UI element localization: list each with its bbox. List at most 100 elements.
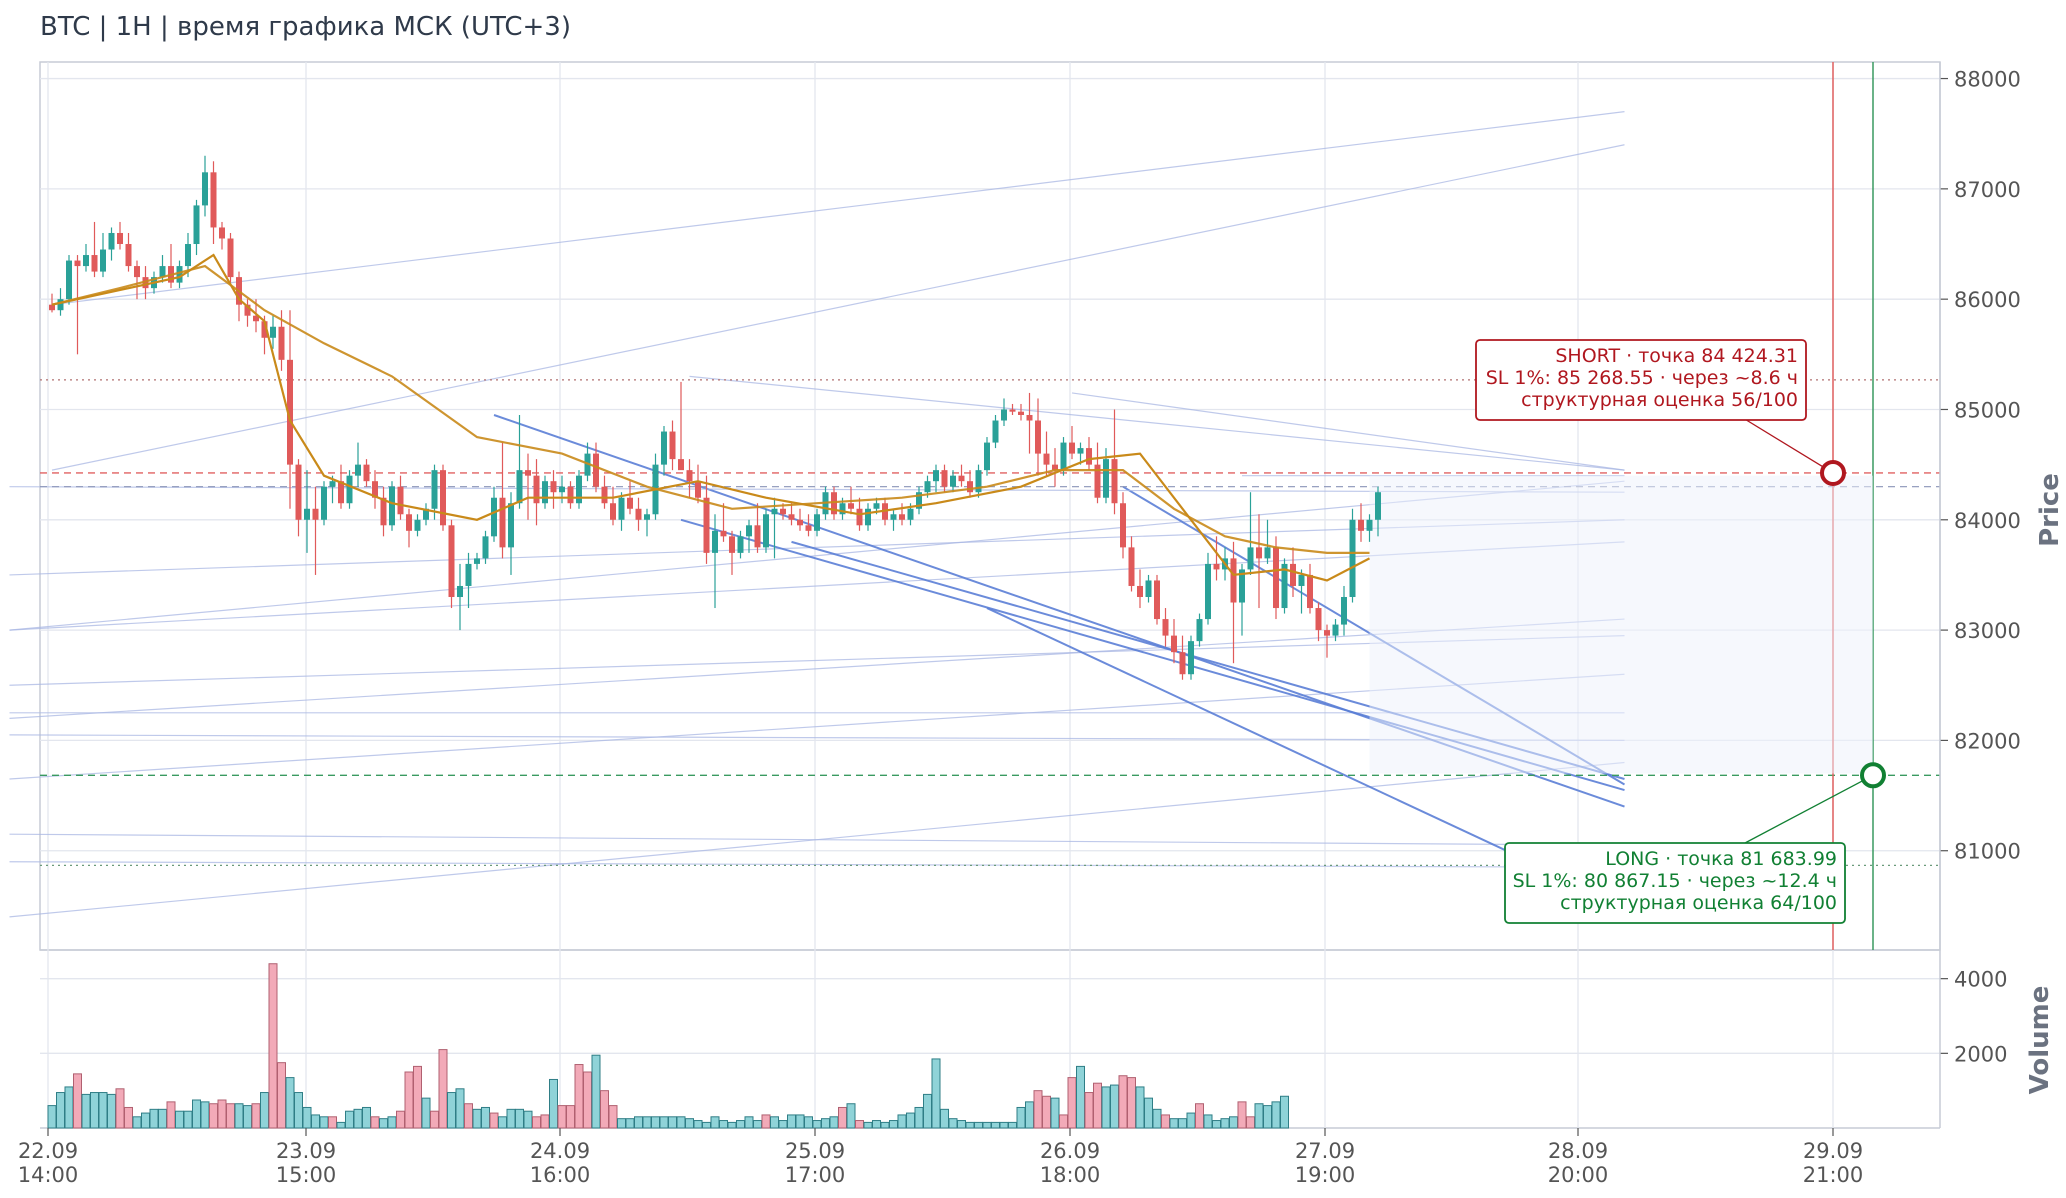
candle-body xyxy=(839,503,846,515)
volume-bar xyxy=(379,1118,388,1129)
candle-body xyxy=(1171,635,1177,653)
candle-body xyxy=(1239,569,1245,603)
candle-body xyxy=(635,508,642,520)
candle-body xyxy=(134,266,140,278)
candle-body xyxy=(958,475,965,482)
volume-bar xyxy=(515,1108,524,1129)
volume-bar xyxy=(421,1097,431,1129)
candle-body xyxy=(1179,652,1186,675)
candle-body xyxy=(533,475,540,504)
short-annotation-text-line: структурная оценка 56/100 xyxy=(1521,389,1798,411)
volume-bar xyxy=(1050,1097,1060,1129)
candle-body xyxy=(474,558,480,564)
candle-body xyxy=(363,464,370,482)
candle-body xyxy=(287,359,293,465)
candle-body xyxy=(831,492,837,515)
trend-line xyxy=(1071,392,1625,471)
candle-body xyxy=(91,255,98,272)
candle-body xyxy=(729,536,735,553)
candle-body xyxy=(1001,409,1007,421)
price-tick-label: 84000 xyxy=(1954,509,2021,533)
candle-body xyxy=(397,486,404,515)
volume-bar xyxy=(770,1116,779,1129)
candle-body xyxy=(1349,519,1356,598)
candle-body xyxy=(916,492,922,509)
volume-bar xyxy=(268,963,278,1129)
candle-body xyxy=(244,304,251,316)
projection-zone xyxy=(1369,475,1873,774)
candle-body xyxy=(329,481,336,487)
candle-body xyxy=(1324,630,1330,636)
candle-body xyxy=(176,266,183,283)
volume-bar xyxy=(498,1116,507,1129)
long-annotation-marker xyxy=(1860,762,1886,789)
candle-body xyxy=(754,525,761,548)
candle-body xyxy=(712,530,718,553)
volume-bar xyxy=(1186,1112,1196,1129)
trend-line xyxy=(9,861,1625,868)
volume-bar xyxy=(948,1118,958,1129)
volume-bar xyxy=(56,1092,65,1129)
volume-bar xyxy=(251,1103,261,1129)
volume-bar xyxy=(81,1093,91,1129)
price-tick-label: 82000 xyxy=(1954,729,2021,753)
volume-bar xyxy=(311,1114,320,1129)
candle-body xyxy=(627,497,633,509)
candle-body xyxy=(1094,464,1101,498)
volume-bar xyxy=(1110,1084,1119,1129)
candle-body xyxy=(49,304,55,311)
candle-body xyxy=(482,536,489,559)
price-axis-label: Price xyxy=(2035,473,2065,547)
volume-bar xyxy=(693,1120,703,1129)
candle-body xyxy=(465,563,472,586)
candle-body xyxy=(457,585,463,598)
chart-title: BTC | 1H | время графика МСК (UTC+3) xyxy=(40,12,571,42)
long-annotation-text-line: LONG · точка 81 683.99 xyxy=(1605,848,1837,870)
candle-body xyxy=(491,497,497,537)
volume-bar xyxy=(285,1077,295,1129)
volume-bar xyxy=(931,1058,941,1129)
candle-body xyxy=(1230,558,1237,603)
x-tick-date: 24.09 xyxy=(530,1139,590,1163)
volume-bar xyxy=(753,1120,762,1129)
volume-bar xyxy=(90,1092,99,1129)
volume-bar xyxy=(574,1064,584,1129)
price-tick-label: 87000 xyxy=(1954,178,2021,202)
candle-body xyxy=(1154,580,1160,620)
volume-bar xyxy=(846,1103,856,1129)
volume-bar xyxy=(600,1090,609,1129)
volume-bar xyxy=(73,1073,82,1129)
candle-body xyxy=(312,508,319,520)
candle-body xyxy=(227,238,234,278)
candle-body xyxy=(1358,519,1364,531)
candle-body xyxy=(695,481,701,498)
trend-line xyxy=(9,833,1625,846)
candle-body xyxy=(210,172,217,228)
candle-body xyxy=(1366,519,1373,531)
volume-bar xyxy=(1254,1103,1264,1129)
candle-body xyxy=(1060,442,1067,471)
candle-body xyxy=(1205,563,1211,620)
candle-body xyxy=(950,475,956,487)
x-tick-time: 20:00 xyxy=(1548,1163,1609,1187)
candle-body xyxy=(669,431,676,460)
candle-body xyxy=(431,470,438,509)
volume-bar xyxy=(1135,1086,1145,1129)
moving-averages xyxy=(51,253,1371,582)
candle-body xyxy=(1128,547,1135,586)
volume-bar xyxy=(1025,1101,1034,1129)
volume-bar xyxy=(209,1103,218,1129)
candle-body xyxy=(865,508,871,526)
candle-body xyxy=(219,227,225,239)
volume-bar xyxy=(370,1116,380,1129)
candle-body xyxy=(618,497,625,520)
candle-body xyxy=(797,519,803,526)
volume-bar xyxy=(855,1120,864,1129)
candle-body xyxy=(542,481,548,504)
volume-bar xyxy=(999,1121,1009,1129)
volume-bar xyxy=(1008,1121,1017,1129)
candle-body xyxy=(346,475,353,504)
volume-bar xyxy=(1016,1106,1026,1129)
volume-bar xyxy=(906,1112,915,1129)
